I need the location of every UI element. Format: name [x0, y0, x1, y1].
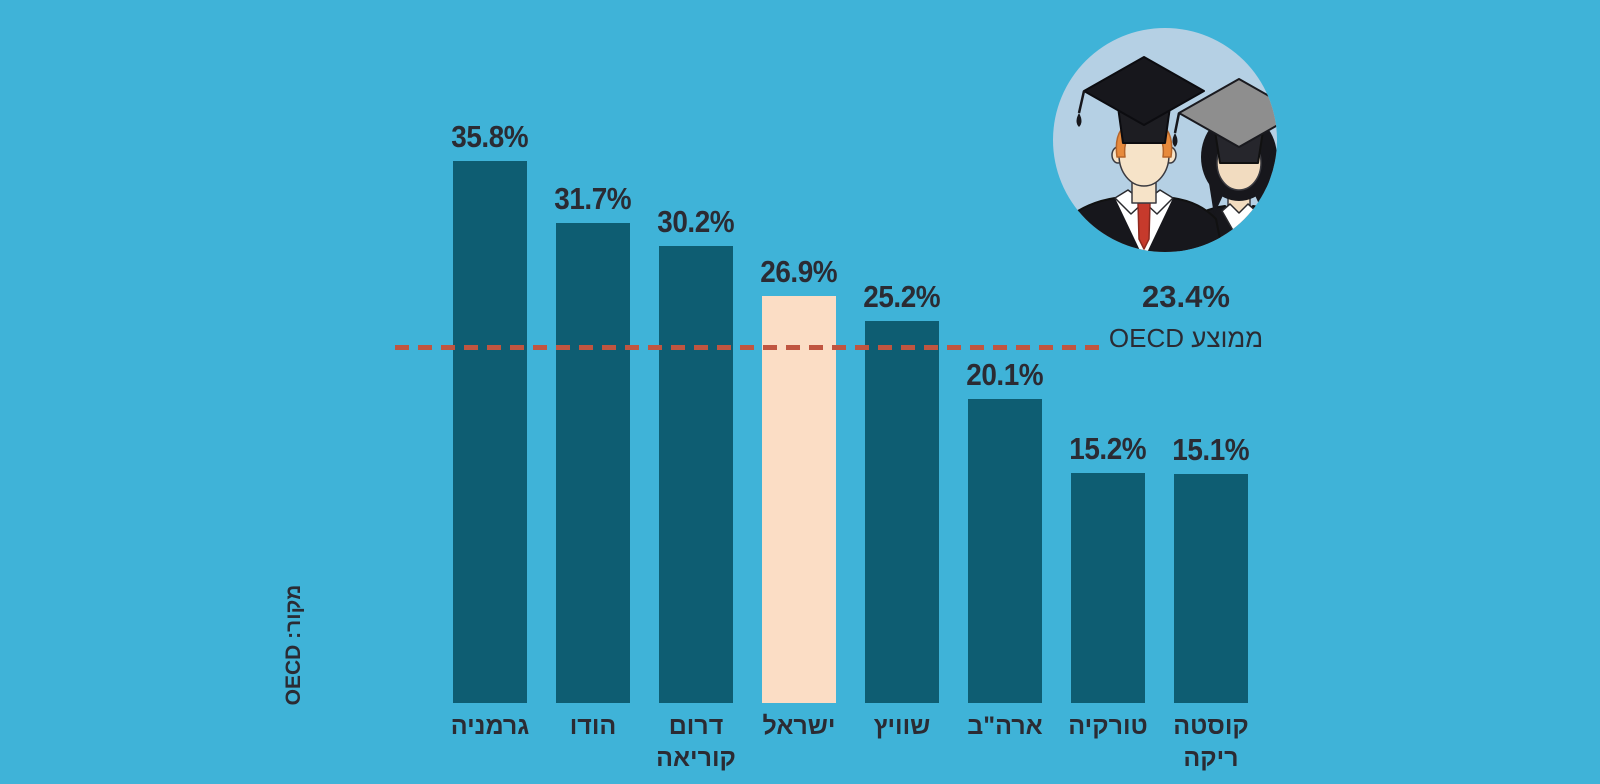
bar	[865, 321, 939, 703]
bar-category-label: הודו	[569, 712, 617, 740]
bar	[762, 296, 836, 703]
bar-category-label: דרום קוריאה	[656, 712, 736, 772]
bar-value-label: 25.2%	[863, 279, 941, 314]
bar	[556, 223, 630, 703]
bar-category-label: קוסטה ריקה	[1173, 712, 1249, 772]
bar-category-label: שוויץ	[873, 712, 931, 740]
reference-line	[395, 345, 1107, 350]
reference-text: ממוצע OECD	[1108, 323, 1264, 353]
bar-value-label: 20.1%	[966, 357, 1044, 392]
bar-category-label: טורקיה	[1068, 712, 1148, 740]
male-graduate	[1053, 56, 1225, 252]
bar-value-label: 15.2%	[1069, 431, 1147, 466]
bar-category-label: ארה"ב	[967, 712, 1043, 740]
bar	[453, 161, 527, 703]
bar-category-label: גרמניה	[450, 712, 530, 740]
reference-line-label: 23.4% ממוצע OECD	[1098, 281, 1274, 351]
source-label: מקור: OECD	[282, 584, 305, 706]
bar	[968, 399, 1042, 703]
bar	[659, 246, 733, 703]
reference-value: 23.4%	[1142, 279, 1230, 314]
bar-value-label: 31.7%	[554, 181, 632, 216]
bar	[1174, 474, 1248, 703]
bar	[1071, 473, 1145, 703]
graduates-icon	[1053, 28, 1277, 252]
bar-value-label: 30.2%	[657, 204, 735, 239]
bar-value-label: 35.8%	[451, 119, 529, 154]
bar-category-label: ישראל	[762, 712, 836, 740]
bar-value-label: 26.9%	[760, 254, 838, 289]
bar-value-label: 15.1%	[1172, 432, 1250, 467]
